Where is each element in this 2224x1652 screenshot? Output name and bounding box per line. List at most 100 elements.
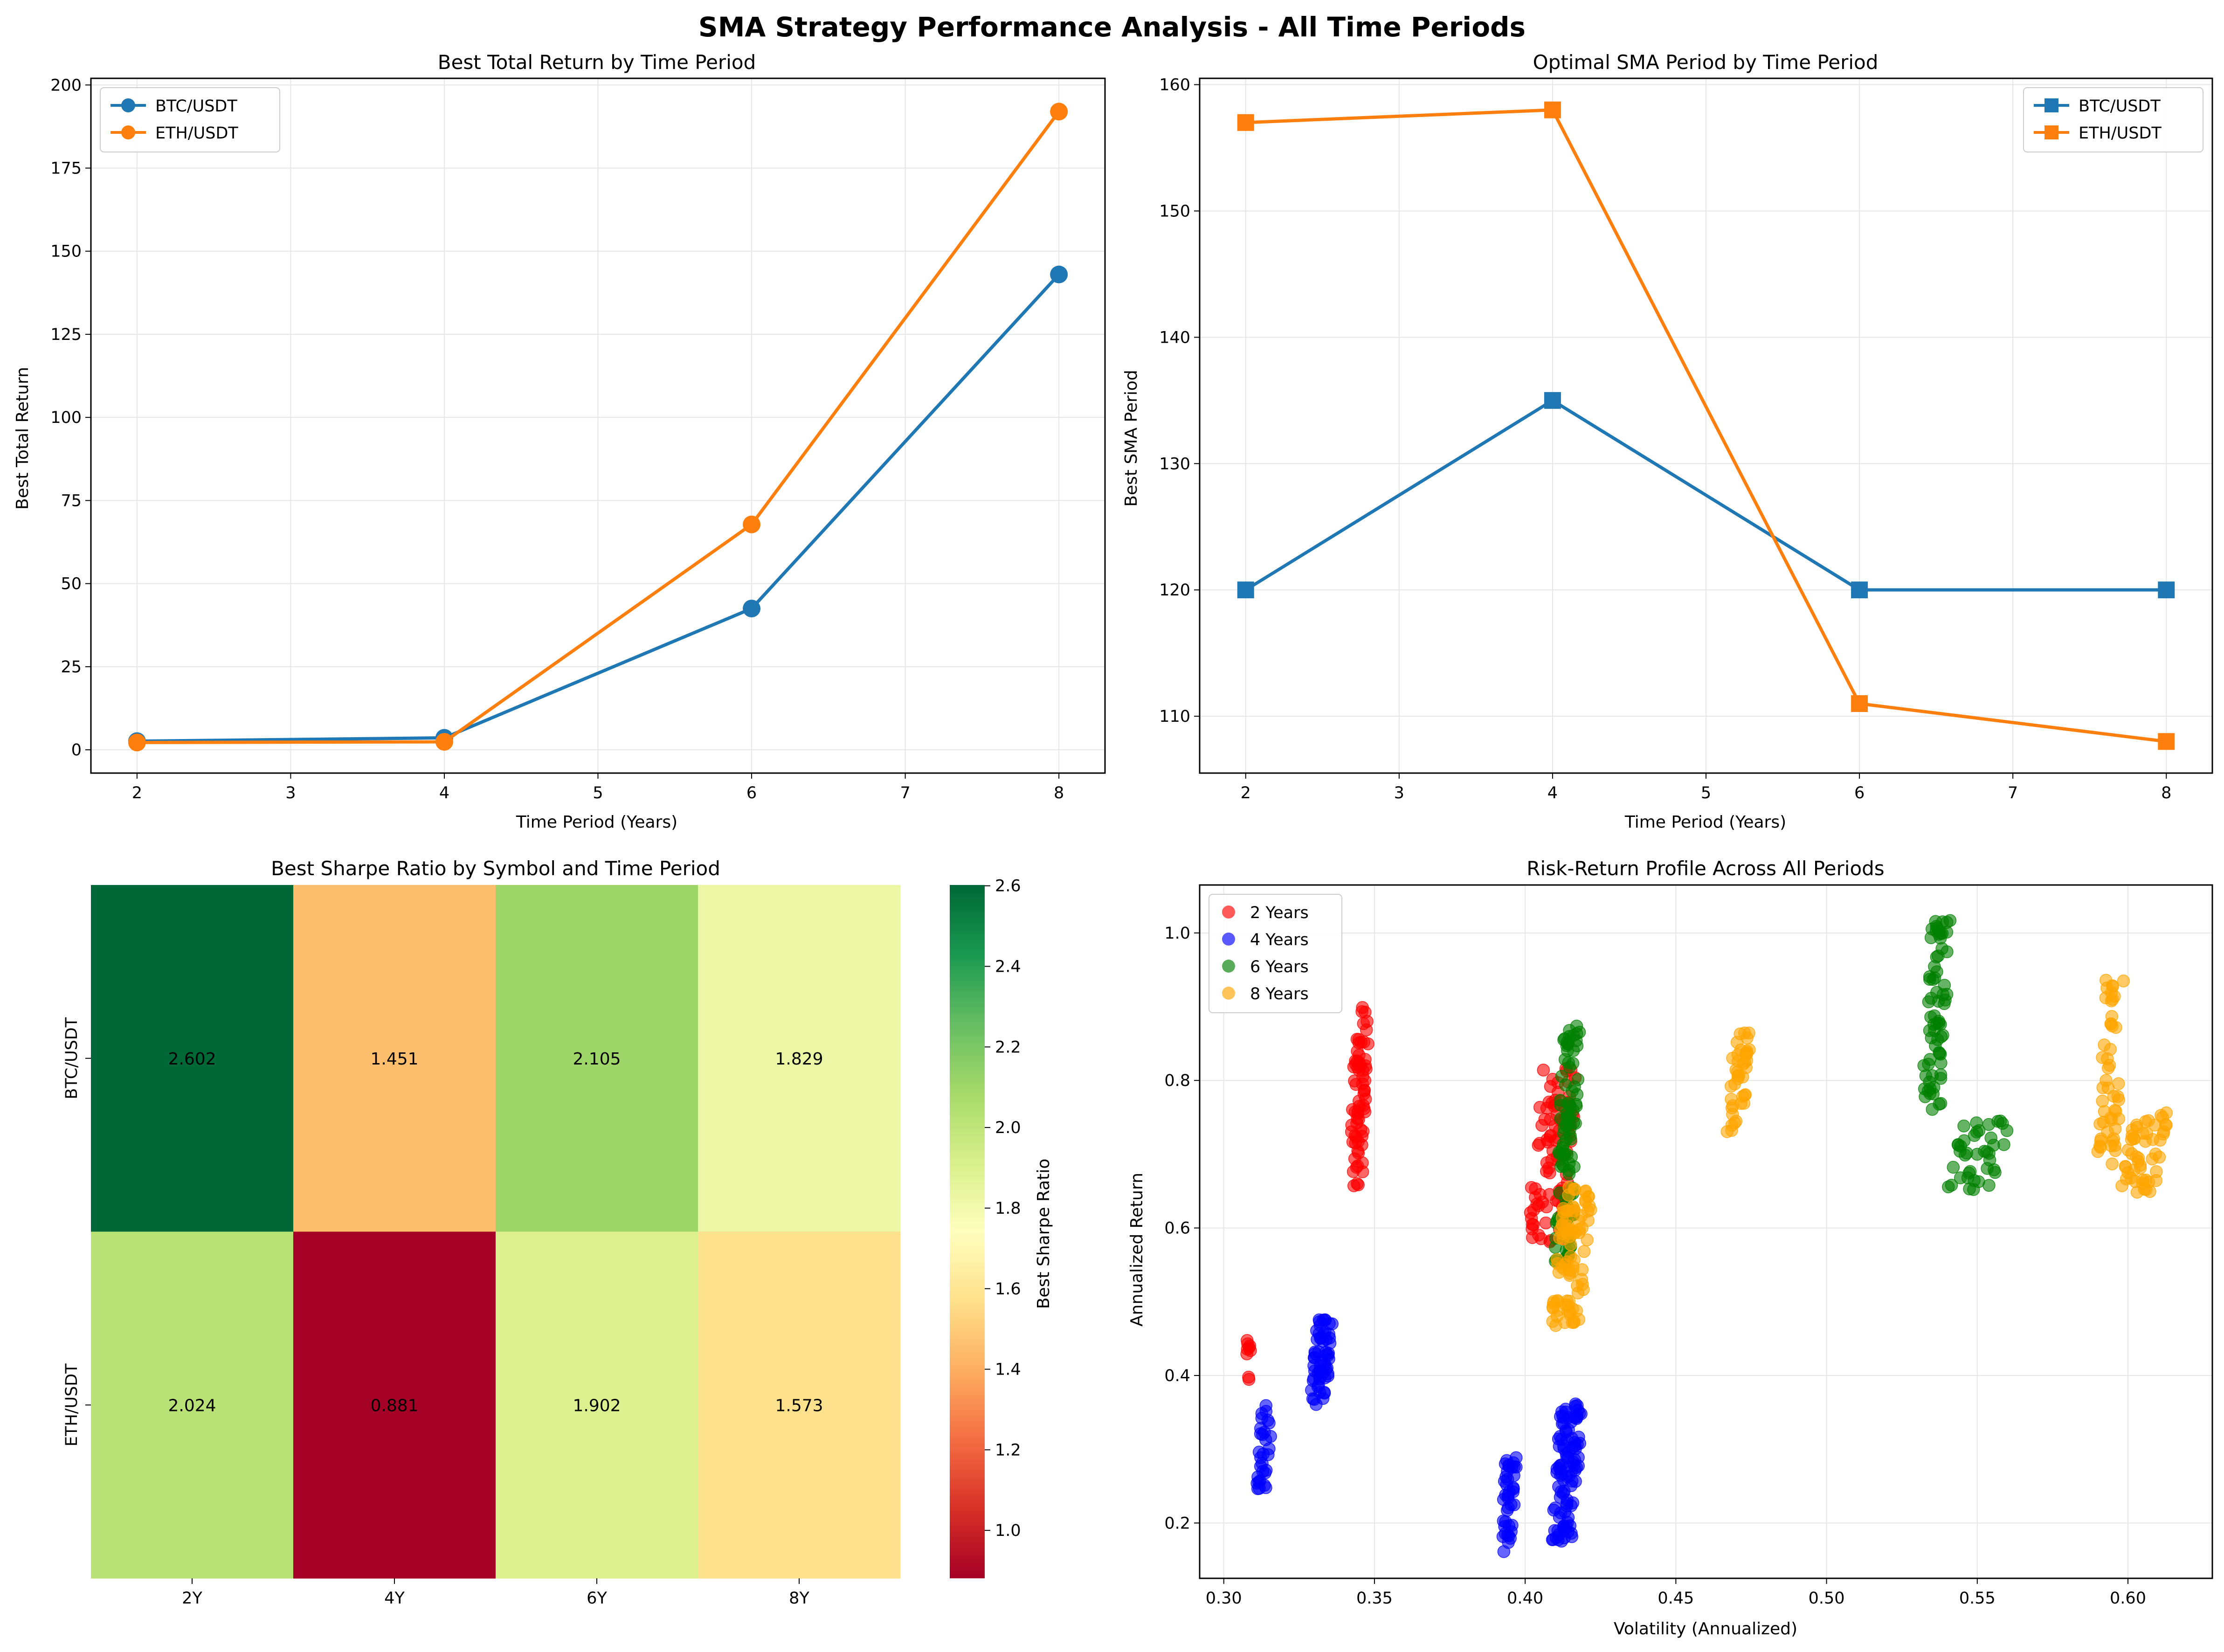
total-return-point	[743, 600, 761, 618]
total-return-x-tick-label: 3	[285, 784, 296, 802]
axes-frame	[1199, 884, 2213, 1579]
total-return-y-tick-label: 200	[50, 76, 82, 95]
scatter-point	[1562, 1116, 1576, 1130]
scatter-point	[1353, 1058, 1367, 1072]
sma-period-point	[1544, 392, 1561, 409]
scatter-point	[1322, 1347, 1335, 1360]
scatter-point	[2119, 1160, 2132, 1173]
scatter-point	[2129, 1175, 2142, 1189]
heatmap-cell	[698, 885, 901, 1232]
scatter-point	[1537, 1064, 1550, 1077]
risk-return-y-tick-label: 0.6	[1164, 1219, 1190, 1238]
sma-period-legend-label: ETH/USDT	[2079, 124, 2162, 143]
scatter-point	[1726, 1108, 1739, 1121]
scatter-point	[1927, 1087, 1940, 1100]
scatter-point	[2112, 1112, 2126, 1126]
colorbar-tick-label: 2.2	[995, 1038, 1021, 1057]
scatter-point	[2098, 1105, 2111, 1118]
scatter-point	[2130, 1186, 2144, 1199]
scatter-point	[1257, 1447, 1270, 1460]
scatter-point	[1970, 1116, 1983, 1129]
risk-return-x-tick-label: 0.45	[1658, 1589, 1694, 1608]
total-return-series-line	[137, 111, 1060, 744]
sma-period-legend-box	[2023, 87, 2203, 152]
sma-period-x-tick-label: 5	[1701, 784, 1711, 802]
total-return-legend-box	[100, 87, 280, 152]
sma-period-series-line	[1244, 399, 2167, 592]
risk-return-legend-label: 2 Years	[1250, 904, 1309, 922]
scatter-point	[1316, 1392, 1330, 1405]
risk-return-y-tick-label: 0.2	[1164, 1514, 1190, 1533]
scatter-point	[2121, 1143, 2135, 1157]
sma-period-point	[1851, 695, 1868, 712]
scatter-point	[1947, 1161, 1960, 1174]
sma-period-point	[1237, 114, 1254, 131]
scatter-point	[1981, 1162, 1994, 1175]
heatmap-x-tick-label: 2Y	[182, 1589, 202, 1608]
scatter-point	[1926, 1103, 1939, 1116]
scatter-point	[1987, 1139, 2000, 1152]
scatter-point	[1242, 1370, 1255, 1384]
scatter-point	[2111, 1090, 2124, 1103]
scatter-point	[1939, 993, 1952, 1007]
scatter-point	[1561, 1037, 1575, 1050]
scatter-point	[2094, 1141, 2107, 1154]
scatter-point	[1561, 1525, 1575, 1538]
total-return-y-tick-label: 150	[50, 242, 82, 261]
heatmap-cell-label: 1.573	[775, 1396, 823, 1415]
risk-return-scatter: Risk-Return Profile Across All Periods V…	[1127, 857, 2213, 1638]
sma-period-x-tick-label: 7	[2008, 784, 2018, 802]
scatter-point	[1982, 1179, 1996, 1192]
scatter-point	[1564, 1416, 1578, 1429]
heatmap-cell	[496, 885, 698, 1232]
risk-return-x-label: Volatility (Annualized)	[1614, 1619, 1797, 1638]
total-return-x-label: Time Period (Years)	[516, 813, 677, 832]
sma-period-y-label: Best SMA Period	[1122, 370, 1141, 506]
scatter-point	[1349, 1078, 1362, 1091]
sma-period-chart: Optimal SMA Period by Time Period Time P…	[1122, 51, 2213, 832]
sma-period-x-label: Time Period (Years)	[1624, 813, 1786, 832]
scatter-point	[2096, 1094, 2109, 1108]
scatter-point	[1563, 1061, 1576, 1074]
sma-period-y-tick-label: 150	[1159, 202, 1190, 221]
scatter-point	[1961, 1171, 1975, 1184]
scatter-point	[1555, 1211, 1569, 1224]
total-return-y-tick-label: 100	[50, 408, 82, 427]
scatter-point	[2104, 1017, 2118, 1030]
scatter-point	[1581, 1233, 1594, 1246]
scatter-point	[1308, 1345, 1322, 1359]
scatter-point	[2115, 1179, 2128, 1192]
sma-period-chart-title: Optimal SMA Period by Time Period	[1533, 51, 1879, 74]
scatter-point	[2112, 1077, 2125, 1090]
colorbar-tick-label: 2.6	[995, 877, 1021, 896]
scatter-point	[1345, 1119, 1358, 1132]
scatter-point	[1349, 1136, 1362, 1150]
scatter-point	[2106, 1157, 2119, 1170]
heatmap-x-tick-label: 4Y	[384, 1589, 405, 1608]
scatter-point	[1922, 995, 1935, 1009]
total-return-x-tick-label: 8	[1054, 784, 1064, 802]
scatter-point	[2108, 990, 2121, 1003]
sma-period-legend-marker	[2044, 125, 2058, 139]
colorbar-tick-label: 2.4	[995, 958, 1021, 976]
scatter-point	[1310, 1324, 1323, 1337]
sma-period-x-tick-label: 6	[1854, 784, 1865, 802]
risk-return-y-tick-label: 0.4	[1164, 1367, 1190, 1385]
scatter-point	[1922, 1058, 1935, 1071]
scatter-point	[1240, 1347, 1253, 1361]
total-return-y-tick-label: 50	[61, 575, 82, 594]
sma-period-x-tick-label: 4	[1547, 784, 1558, 802]
scatter-point	[1957, 1120, 1970, 1133]
heatmap-cell	[91, 1231, 294, 1579]
scatter-point	[2143, 1185, 2156, 1198]
scatter-point	[1577, 1245, 1591, 1258]
colorbar-tick-label: 1.6	[995, 1280, 1021, 1299]
total-return-y-tick-label: 75	[61, 491, 82, 510]
risk-return-legend-box	[1209, 894, 1342, 1013]
heatmap-cell	[293, 1231, 496, 1579]
scatter-point	[1581, 1204, 1595, 1218]
risk-return-y-label: Annualized Return	[1127, 1173, 1147, 1327]
total-return-chart: Best Total Return by Time Period Time Pe…	[13, 51, 1106, 832]
scatter-point	[1566, 1085, 1579, 1098]
